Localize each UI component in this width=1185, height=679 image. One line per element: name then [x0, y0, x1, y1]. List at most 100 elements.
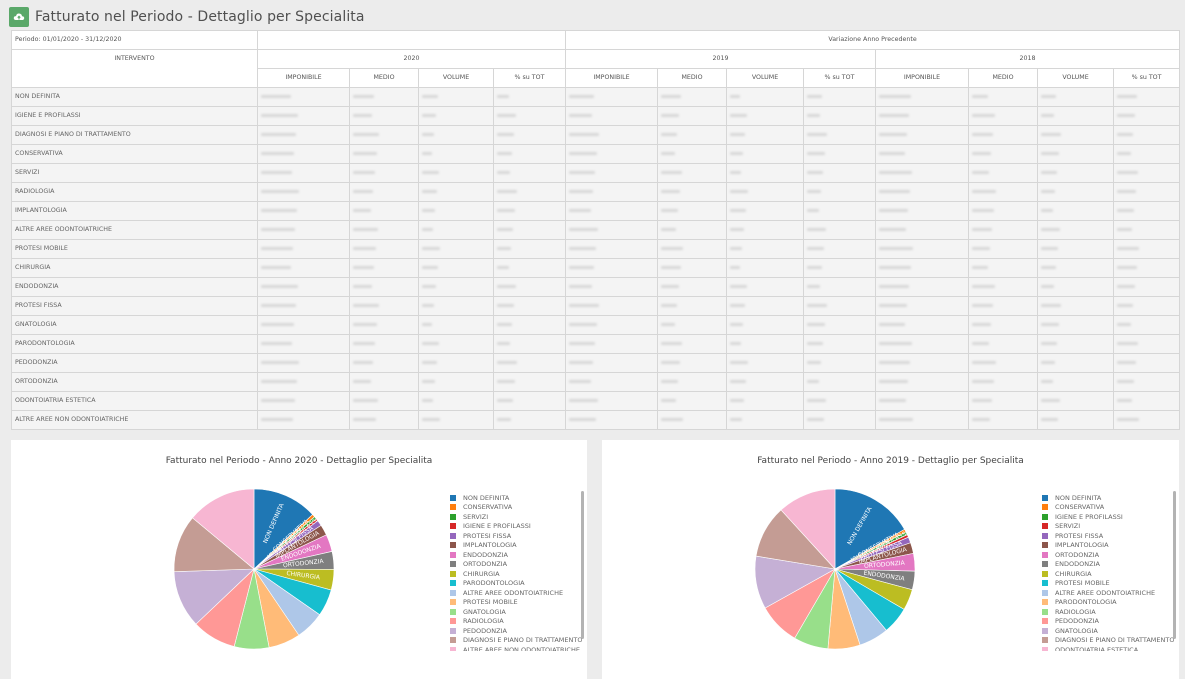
- blurred-value: [661, 398, 676, 402]
- blurred-value: [497, 170, 510, 174]
- blurred-cell: [803, 372, 876, 392]
- blurred-value: [497, 151, 512, 155]
- legend-item[interactable]: RADIOLOGIA: [1042, 607, 1174, 617]
- legend-item[interactable]: ODONTOIATRIA ESTETICA: [1042, 645, 1174, 651]
- blurred-value: [497, 265, 509, 269]
- blurred-cell: [1037, 106, 1114, 126]
- table-row[interactable]: ALTRE AREE NON ODONTOIATRICHE: [11, 410, 1181, 430]
- blurred-cell: [1112, 296, 1181, 316]
- table-row[interactable]: GNATOLOGIA: [11, 315, 1181, 335]
- legend-item[interactable]: PROTESI FISSA: [1042, 531, 1174, 541]
- pie-slice[interactable]: [192, 488, 255, 570]
- blurred-cell: [349, 391, 419, 411]
- legend-item[interactable]: IMPLANTOLOGIA: [450, 541, 582, 551]
- blurred-cell: [565, 334, 658, 354]
- legend-item[interactable]: CONSERVATIVA: [450, 503, 582, 513]
- legend-item[interactable]: ALTRE AREE NON ODONTOIATRICHE: [450, 645, 582, 651]
- table-row[interactable]: ORTODONZIA: [11, 372, 1181, 392]
- legend-item[interactable]: GNATOLOGIA: [450, 607, 582, 617]
- table-row[interactable]: CONSERVATIVA: [11, 144, 1181, 164]
- row-label: ENDODONZIA: [11, 277, 258, 297]
- legend-item[interactable]: CONSERVATIVA: [1042, 503, 1174, 513]
- legend-item[interactable]: PROTESI FISSA: [450, 531, 582, 541]
- legend-item[interactable]: IMPLANTOLOGIA: [1042, 541, 1174, 551]
- legend-item[interactable]: PARODONTOLOGIA: [450, 579, 582, 589]
- legend-item[interactable]: SERVIZI: [450, 512, 582, 522]
- legend-item[interactable]: ALTRE AREE ODONTOIATRICHE: [450, 588, 582, 598]
- pie-slice[interactable]: [780, 488, 836, 570]
- blurred-cell: [565, 125, 658, 145]
- table-row[interactable]: DIAGNOSI E PIANO DI TRATTAMENTO: [11, 125, 1181, 145]
- table-row[interactable]: PEDODONZIA: [11, 353, 1181, 373]
- table-row[interactable]: ODONTOIATRIA ESTETICA: [11, 391, 1181, 411]
- table-row[interactable]: NON DEFINITA: [11, 87, 1181, 107]
- legend-label: GNATOLOGIA: [463, 607, 506, 616]
- blurred-cell: [968, 163, 1038, 183]
- table-row[interactable]: CHIRURGIA: [11, 258, 1181, 278]
- blurred-value: [497, 208, 515, 212]
- legend-label: CONSERVATIVA: [463, 503, 513, 512]
- legend-item[interactable]: DIAGNOSI E PIANO DI TRATTAMENTO: [1042, 636, 1174, 646]
- blurred-cell: [1112, 220, 1181, 240]
- legend-item[interactable]: PARODONTOLOGIA: [1042, 598, 1174, 608]
- column-header: VOLUME: [418, 68, 494, 88]
- blurred-value: [879, 208, 908, 212]
- blurred-value: [1041, 303, 1061, 307]
- column-header: MEDIO: [349, 68, 419, 88]
- blurred-value: [730, 379, 746, 383]
- blurred-cell: [257, 87, 350, 107]
- blurred-value: [261, 398, 295, 402]
- table-row[interactable]: RADIOLOGIA: [11, 182, 1181, 202]
- legend-item[interactable]: ENDODONZIA: [1042, 560, 1174, 570]
- blurred-value: [353, 170, 375, 174]
- table-row[interactable]: ENDODONZIA: [11, 277, 1181, 297]
- legend-item[interactable]: RADIOLOGIA: [450, 617, 582, 627]
- legend-item[interactable]: PROTESI MOBILE: [1042, 579, 1174, 589]
- legend-item[interactable]: ENDODONZIA: [450, 550, 582, 560]
- table-row[interactable]: IGIENE E PROFILASSI: [11, 106, 1181, 126]
- blurred-value: [807, 265, 822, 269]
- legend-item[interactable]: DIAGNOSI E PIANO DI TRATTAMENTO: [450, 636, 582, 646]
- table-row[interactable]: PARODONTOLOGIA: [11, 334, 1181, 354]
- legend-item[interactable]: IGIENE E PROFILASSI: [450, 522, 582, 532]
- blurred-value: [1117, 227, 1132, 231]
- table-row[interactable]: PROTESI FISSA: [11, 296, 1181, 316]
- blurred-value: [569, 417, 596, 421]
- legend-item[interactable]: IGIENE E PROFILASSI: [1042, 512, 1174, 522]
- legend-item[interactable]: GNATOLOGIA: [1042, 626, 1174, 636]
- blurred-value: [422, 398, 433, 402]
- legend-item[interactable]: ORTODONZIA: [1042, 550, 1174, 560]
- legend-item[interactable]: CHIRURGIA: [450, 569, 582, 579]
- legend-item[interactable]: PROTESI MOBILE: [450, 598, 582, 608]
- legend-item[interactable]: CHIRURGIA: [1042, 569, 1174, 579]
- blurred-value: [972, 151, 991, 155]
- legend-item[interactable]: PEDODONZIA: [450, 626, 582, 636]
- legend-swatch: [1042, 494, 1048, 501]
- legend-scrollbar[interactable]: [1173, 491, 1176, 639]
- table-row[interactable]: SERVIZI: [11, 163, 1181, 183]
- pie-slice[interactable]: [253, 488, 314, 570]
- legend-item[interactable]: NON DEFINITA: [1042, 493, 1174, 503]
- blurred-cell: [257, 201, 350, 221]
- blurred-value: [661, 151, 675, 155]
- table-row[interactable]: IMPLANTOLOGIA: [11, 201, 1181, 221]
- blurred-value: [879, 246, 913, 250]
- legend-item[interactable]: PEDODONZIA: [1042, 617, 1174, 627]
- blurred-cell: [257, 182, 350, 202]
- blurred-cell: [418, 144, 494, 164]
- blurred-cell: [726, 277, 804, 297]
- legend-item[interactable]: NON DEFINITA: [450, 493, 582, 503]
- blurred-value: [1041, 170, 1057, 174]
- table-row[interactable]: ALTRE AREE ODONTOIATRICHE: [11, 220, 1181, 240]
- pie-slice[interactable]: [834, 488, 905, 570]
- blurred-cell: [1037, 277, 1114, 297]
- legend-item[interactable]: ORTODONZIA: [450, 560, 582, 570]
- blurred-value: [261, 284, 298, 288]
- blurred-cell: [565, 277, 658, 297]
- table-row[interactable]: PROTESI MOBILE: [11, 239, 1181, 259]
- legend-scrollbar[interactable]: [581, 491, 584, 639]
- legend-item[interactable]: ALTRE AREE ODONTOIATRICHE: [1042, 588, 1174, 598]
- blurred-value: [661, 94, 681, 98]
- blurred-value: [1117, 417, 1139, 421]
- legend-item[interactable]: SERVIZI: [1042, 522, 1174, 532]
